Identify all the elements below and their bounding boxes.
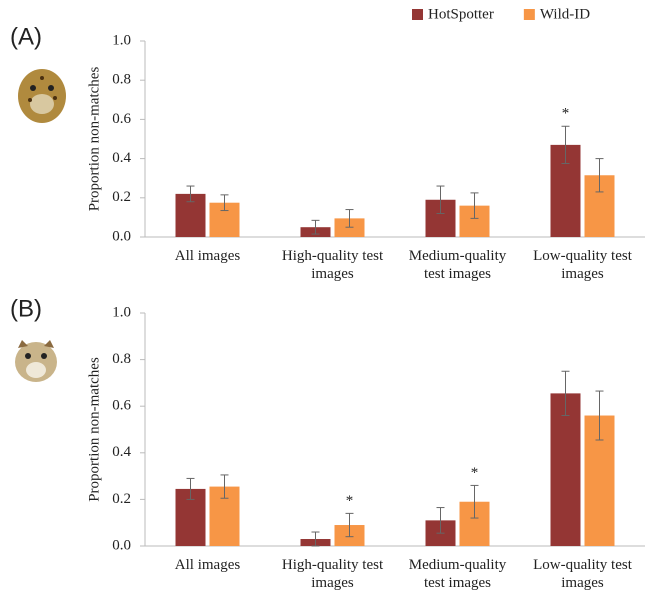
x-tick-label: All images <box>148 556 268 574</box>
y-tick-label: 0.0 <box>112 537 131 553</box>
y-tick-label: 0.4 <box>112 150 131 166</box>
jaguar-icon <box>18 69 66 123</box>
x-tick-label: Medium-quality test images <box>398 247 518 283</box>
y-tick-label: 0.0 <box>112 228 131 244</box>
x-tick-label: All images <box>148 247 268 265</box>
panel-label: (B) <box>10 295 42 322</box>
y-tick-label: 0.8 <box>112 72 131 88</box>
y-axis-label: Proportion non-matches <box>86 357 102 502</box>
y-tick-label: 0.6 <box>112 398 131 414</box>
legend-label: Wild-ID <box>540 6 590 22</box>
significance-mark: * <box>562 106 570 122</box>
y-tick-label: 0.6 <box>112 111 131 127</box>
x-tick-label: High-quality test images <box>273 247 393 283</box>
figure: (A) Proportion non-matches 0.0 0.2 0.4 0.6 0.8… <box>0 0 664 595</box>
y-axis-label: Proportion non-matches <box>86 67 102 212</box>
significance-mark: * <box>471 465 479 481</box>
y-tick-label: 1.0 <box>112 32 131 48</box>
ocelot-icon <box>15 340 57 382</box>
y-tick-label: 0.8 <box>112 351 131 367</box>
chart: (A) Proportion non-matches 0.0 0.2 0.4 0.6 0.8… <box>0 0 664 595</box>
y-tick-label: 0.4 <box>112 444 131 460</box>
x-tick-label: Low-quality test images <box>523 247 643 283</box>
x-tick-label: High-quality test images <box>273 556 393 592</box>
x-tick-label: Low-quality test images <box>523 556 643 592</box>
y-tick-label: 0.2 <box>112 491 131 507</box>
x-tick-label: Medium-quality test images <box>398 556 518 592</box>
legend-swatch <box>412 9 423 20</box>
y-tick-label: 0.2 <box>112 189 131 205</box>
legend-label: HotSpotter <box>428 6 494 22</box>
legend-swatch <box>524 9 535 20</box>
significance-mark: * <box>346 493 354 509</box>
panel-label: (A) <box>10 23 42 50</box>
bar: HotSpotter <box>551 393 581 546</box>
y-tick-label: 1.0 <box>112 304 131 320</box>
